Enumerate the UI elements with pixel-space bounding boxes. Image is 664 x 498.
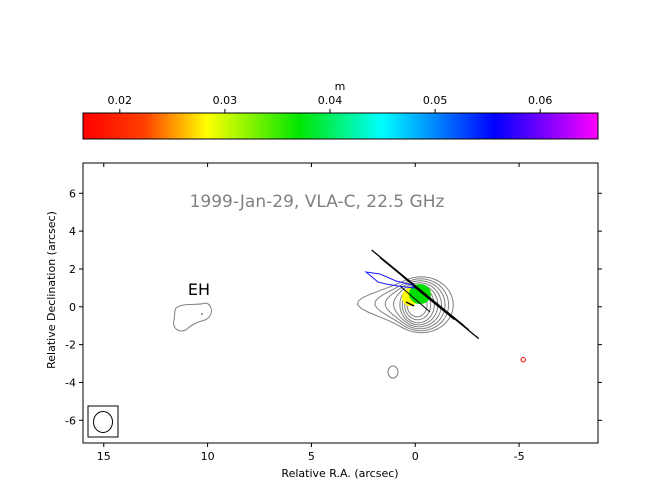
polarization-vector [410,283,455,321]
beam-box [87,405,119,438]
eh-annotation: EH [188,280,210,299]
x-axis-ticks: 15 10 5 0 -5 [97,163,525,463]
x-tick-label: 10 [201,450,215,463]
y-tick-label: 6 [69,187,76,200]
y-axis-ticks: 6 4 2 0 -2 -4 -6 [65,187,602,427]
core-contour [399,284,439,326]
core-contour [384,280,446,330]
colorbar-tick-label: 0.05 [423,94,448,107]
core-fill-green [409,284,431,304]
colorbar-tick-label: 0.02 [108,94,133,107]
plot-area [82,162,599,444]
colorbar-tick-label: 0.03 [213,94,238,107]
y-tick-label: -6 [65,414,76,427]
x-tick-label: 15 [97,450,111,463]
x-tick-label: 0 [412,450,419,463]
colorbar-label: m [335,80,346,93]
south-contour [387,365,399,379]
beam-ellipse [93,411,113,433]
polarization-vectors [371,249,480,340]
y-tick-label: 4 [69,225,76,238]
x-tick-label: 5 [308,450,315,463]
colorbar-tick-label: 0.06 [528,94,553,107]
red-marker [520,357,526,363]
core-contour [357,276,454,334]
x-axis-label: Relative R.A. (arcsec) [281,467,398,480]
core-tick-mark [405,301,415,307]
y-tick-label: 2 [69,263,76,276]
eh-contour-dot [201,313,203,315]
y-axis-label: Relative Declination (arcsec) [45,211,58,369]
plot-content [87,249,526,438]
colorbar-tick-label: 0.04 [318,94,343,107]
colorbar [82,112,599,140]
core-inner-line [399,285,431,313]
core-contour [392,282,443,328]
y-tick-label: 0 [69,301,76,314]
y-tick-label: -2 [65,339,76,352]
blue-arrow [364,271,416,289]
eh-contour [173,302,212,332]
y-tick-label: -4 [65,376,76,389]
core-contour [374,278,450,332]
chart-title: 1999-Jan-29, VLA-C, 22.5 GHz [190,192,445,212]
colorbar-ticks: 0.02 0.03 0.04 0.05 0.06 [108,94,553,113]
x-tick-label: -5 [514,450,525,463]
red-marker-circle [520,357,526,363]
